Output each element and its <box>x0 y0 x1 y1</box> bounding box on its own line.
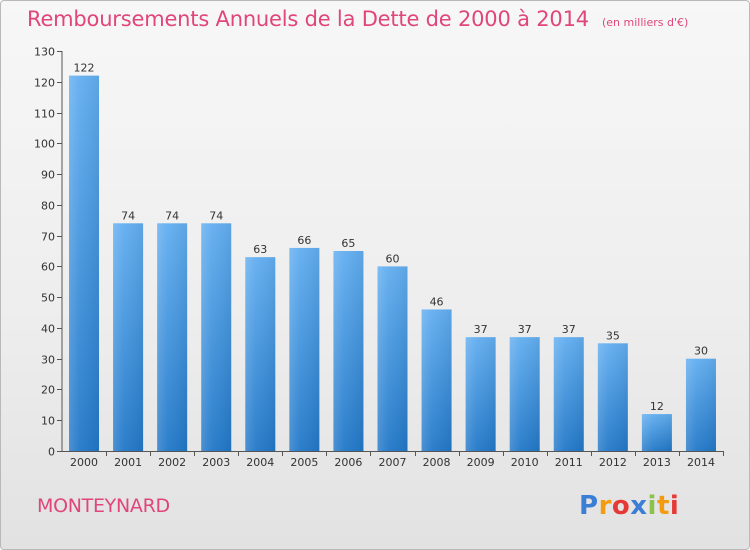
y-tick-label: 40 <box>41 323 55 336</box>
data-label: 65 <box>341 237 355 250</box>
bar-shine <box>553 337 584 451</box>
x-tick-label: 2011 <box>555 456 583 469</box>
bar-shine <box>157 223 188 451</box>
data-label: 12 <box>650 400 664 413</box>
x-tick-label: 2009 <box>467 456 495 469</box>
x-tick-label: 2004 <box>246 456 274 469</box>
x-tick-label: 2002 <box>158 456 186 469</box>
data-label: 30 <box>694 345 708 358</box>
bar-shine <box>597 343 628 451</box>
logo-letter: o <box>611 491 631 521</box>
data-label: 74 <box>121 209 135 222</box>
y-tick-label: 80 <box>41 200 55 213</box>
x-tick-label: 2014 <box>687 456 715 469</box>
data-label: 35 <box>606 329 620 342</box>
data-label: 66 <box>297 234 311 247</box>
data-label: 122 <box>74 62 95 75</box>
y-tick-label: 60 <box>41 261 55 274</box>
x-tick-label: 2006 <box>334 456 362 469</box>
y-tick-label: 30 <box>41 354 55 367</box>
y-tick-label: 130 <box>34 46 55 59</box>
bar-shine <box>641 414 672 451</box>
y-tick-label: 90 <box>41 169 55 182</box>
bar-shine <box>113 223 144 451</box>
bar-shine <box>465 337 496 451</box>
logo-letter: x <box>630 491 648 521</box>
bar-shine <box>245 257 276 451</box>
x-tick-label: 2008 <box>423 456 451 469</box>
logo-letter: r <box>598 491 612 521</box>
bars <box>69 75 716 451</box>
y-tick-label: 20 <box>41 384 55 397</box>
x-axis: 2000 2001 2002 2003 2004 2005 2006 2007 2008 2009… <box>62 451 724 469</box>
y-tick-label: 100 <box>34 138 55 151</box>
x-tick-label: 2013 <box>643 456 671 469</box>
logo-letter: t <box>656 491 670 521</box>
x-tick-label: 2007 <box>379 456 407 469</box>
chart-title: Remboursements Annuels de la Dette de 20… <box>27 7 589 31</box>
data-label: 74 <box>165 209 179 222</box>
data-label: 63 <box>253 243 267 256</box>
bar-shine <box>377 266 408 451</box>
bar-shine <box>421 309 452 451</box>
y-tick-label: 10 <box>41 415 55 428</box>
y-tick-label: 0 <box>48 446 55 459</box>
bar-shine <box>333 251 364 451</box>
logo-letter: i <box>669 491 680 521</box>
proxiti-logo: Proxiti <box>579 491 679 521</box>
bar-shine <box>289 247 320 451</box>
data-label: 37 <box>518 323 532 336</box>
logo-letter: P <box>579 491 599 521</box>
x-tick-label: 2012 <box>599 456 627 469</box>
x-tick-label: 2003 <box>202 456 230 469</box>
y-tick-label: 110 <box>34 108 55 121</box>
x-tick-label: 2001 <box>114 456 142 469</box>
data-label: 46 <box>430 295 444 308</box>
commune-name: MONTEYNARD <box>37 495 170 517</box>
x-tick-label: 2000 <box>70 456 98 469</box>
logo-letter: i <box>647 491 657 521</box>
x-tick-label: 2010 <box>511 456 539 469</box>
chart-unit: (en milliers d'€) <box>602 16 689 29</box>
bar-shine <box>69 75 100 451</box>
data-label: 74 <box>209 209 223 222</box>
y-tick-label: 70 <box>41 231 55 244</box>
y-tick-label: 120 <box>34 77 55 90</box>
x-tick-label: 2005 <box>290 456 318 469</box>
bar-shine <box>509 337 540 451</box>
data-label: 37 <box>474 323 488 336</box>
bar-shine <box>685 358 716 451</box>
data-labels: 122 74 74 74 63 66 65 60 46 37 37 37 35 12 30 <box>74 62 708 413</box>
title-row: Remboursements Annuels de la Dette de 20… <box>27 7 688 31</box>
y-tick-label: 50 <box>41 292 55 305</box>
data-label: 60 <box>386 252 400 265</box>
y-axis: 0 10 20 30 40 50 60 70 80 90 100 110 120 130 <box>34 46 63 459</box>
data-label: 37 <box>562 323 576 336</box>
bar-shine <box>201 223 232 451</box>
